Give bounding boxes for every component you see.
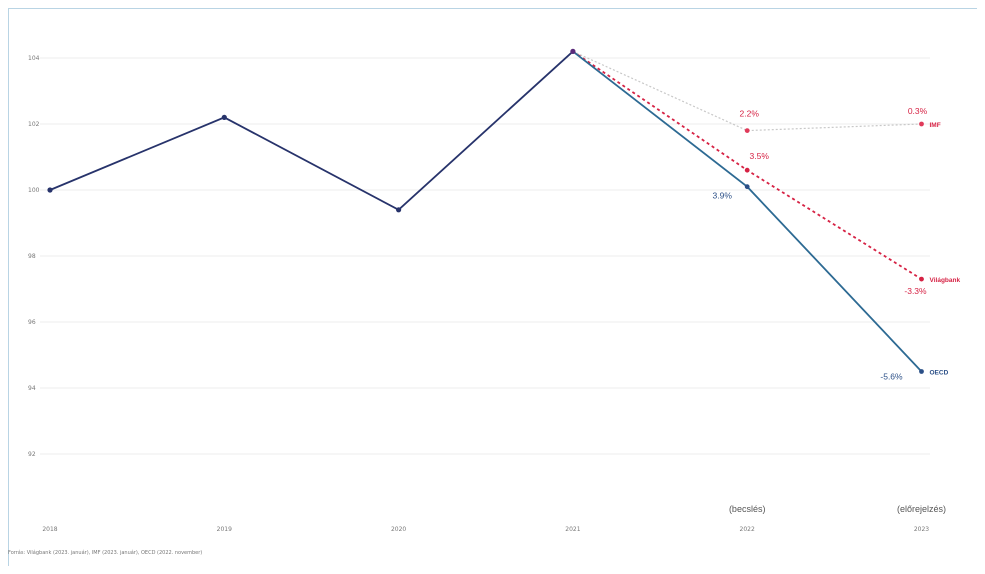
label-imf-2023: 0.3%	[908, 106, 928, 116]
y-axis-ticks: 92 94 96 98 100 102 104	[28, 55, 40, 458]
y-tick-96: 96	[28, 319, 36, 326]
series-name-imf: IMF	[930, 122, 941, 129]
label-világbank-2022: 3.5%	[750, 151, 770, 161]
data-labels: 3.9% -5.6% OECD 3.5% -3.3%Világbank 2.2% 0.3%I…	[713, 106, 961, 382]
point-oecd-2023	[919, 369, 924, 374]
point-historical-2021	[570, 48, 576, 55]
x-tick-2023: 2023	[914, 526, 929, 533]
series-name-oecd: OECD	[930, 370, 949, 377]
series-points	[47, 48, 924, 374]
x-tick-2021: 2021	[565, 526, 580, 533]
y-tick-94: 94	[28, 385, 36, 392]
gridlines	[40, 57, 930, 455]
series-line-historical	[49, 50, 574, 211]
source-note: Forrás: Világbank (2023. január), IMF (2…	[8, 550, 203, 556]
series-line-világbank	[572, 50, 922, 280]
x-tick-2020: 2020	[391, 526, 406, 533]
series-lines	[49, 50, 923, 373]
x-tick-2019: 2019	[217, 526, 232, 533]
point-világbank-2023	[919, 276, 924, 282]
label-világbank-2023: -3.3%	[904, 286, 927, 296]
x-axis-ticks: 2018 2019 2020 2021 2022 (becslés) 2023 (előrej…	[42, 504, 946, 533]
y-tick-104: 104	[28, 55, 40, 62]
point-oecd-2022	[744, 184, 750, 190]
point-historical-2019	[221, 114, 227, 120]
point-imf-2023	[919, 121, 924, 127]
label-imf-2022: 2.2%	[740, 109, 760, 119]
point-imf-2022	[744, 128, 750, 134]
y-tick-98: 98	[28, 253, 36, 260]
y-tick-100: 100	[28, 187, 40, 194]
x-tick-2022: 2022	[740, 526, 755, 533]
series-line-oecd	[572, 50, 923, 373]
point-historical-2018	[47, 187, 53, 193]
series-name-világbank: Világbank	[930, 277, 961, 284]
point-historical-2020	[396, 207, 402, 213]
point-világbank-2022	[744, 167, 750, 173]
x-tick-2018: 2018	[42, 526, 57, 533]
y-tick-92: 92	[28, 451, 36, 458]
y-tick-102: 102	[28, 121, 40, 128]
chart-frame	[8, 8, 977, 566]
x-note-2023: (előrejelzés)	[897, 504, 946, 514]
label-oecd-2022: 3.9%	[713, 191, 733, 201]
label-oecd-2023: -5.6%	[880, 372, 903, 382]
x-note-2022: (becslés)	[729, 504, 766, 514]
